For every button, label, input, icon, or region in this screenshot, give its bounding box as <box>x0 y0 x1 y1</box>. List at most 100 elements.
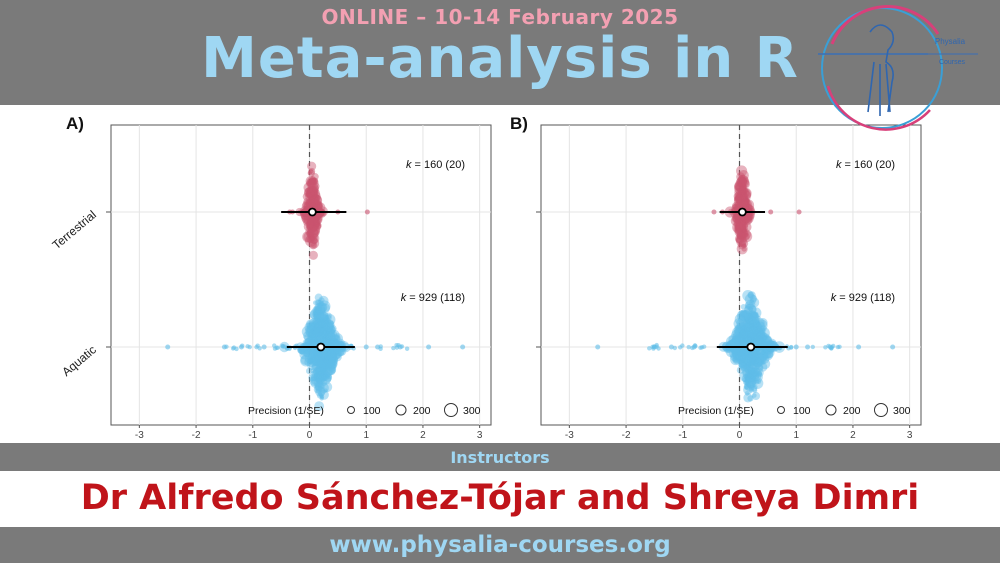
data-point <box>315 365 326 377</box>
data-point <box>305 221 311 226</box>
data-point <box>304 358 313 366</box>
data-point <box>735 192 747 204</box>
data-point <box>316 321 329 334</box>
data-point <box>745 299 756 310</box>
data-point <box>310 202 316 208</box>
data-point <box>322 333 334 345</box>
data-point <box>753 353 765 366</box>
data-point <box>313 316 325 329</box>
data-point <box>745 373 756 385</box>
data-point <box>325 352 338 365</box>
data-point <box>752 353 757 359</box>
data-point <box>318 351 327 361</box>
data-point <box>747 312 760 325</box>
data-point <box>738 182 745 189</box>
data-point <box>747 371 755 379</box>
data-point <box>326 353 338 365</box>
legend-size-marker <box>444 403 458 417</box>
data-point <box>325 354 330 360</box>
data-point <box>312 185 319 192</box>
data-point <box>741 354 751 365</box>
data-point <box>730 215 741 226</box>
data-point <box>752 320 761 330</box>
x-tick-label: 1 <box>363 430 369 441</box>
data-point <box>750 360 761 370</box>
data-point <box>747 310 758 320</box>
data-point <box>736 198 748 211</box>
instructors-label: Instructors <box>450 448 550 467</box>
data-point <box>737 351 743 357</box>
data-point <box>325 361 333 369</box>
data-point <box>311 326 321 336</box>
data-point <box>323 388 328 393</box>
x-tick-label: 3 <box>477 430 483 441</box>
data-point <box>749 312 756 319</box>
data-point <box>314 316 324 326</box>
data-point <box>742 369 753 380</box>
data-point <box>320 325 331 335</box>
data-point <box>303 334 309 340</box>
data-point <box>741 198 749 206</box>
data-point <box>308 214 320 226</box>
data-point <box>736 218 747 229</box>
data-point <box>756 352 764 360</box>
data-point <box>318 312 328 322</box>
data-point <box>736 366 745 374</box>
legend-title: Precision (1/SE) <box>248 405 324 417</box>
data-point <box>308 328 318 338</box>
data-point <box>744 336 751 343</box>
data-point <box>760 332 768 340</box>
data-point <box>315 326 326 337</box>
data-point <box>737 192 743 197</box>
orchard-plots-figure: A) k = 160 (20) Terrestrial k = 929 (118) Aq… <box>50 114 922 441</box>
data-point <box>736 165 748 177</box>
data-point <box>310 178 318 186</box>
data-point <box>312 218 317 223</box>
data-point <box>738 218 743 223</box>
data-point <box>326 355 335 365</box>
data-point <box>311 218 316 223</box>
logo-jellyfish <box>867 24 895 116</box>
data-point <box>742 348 750 357</box>
data-point <box>303 331 313 341</box>
data-point <box>328 331 335 338</box>
data-point <box>750 337 755 342</box>
data-point <box>736 230 746 239</box>
data-point <box>314 366 321 373</box>
data-point <box>744 188 749 193</box>
data-point <box>308 220 320 231</box>
data-point <box>310 202 316 208</box>
data-point <box>735 195 740 201</box>
data-point <box>318 373 324 380</box>
data-point <box>737 327 749 339</box>
data-point <box>322 317 332 326</box>
data-point <box>732 214 741 223</box>
data-point <box>739 370 752 383</box>
data-point <box>313 310 325 322</box>
tail-point <box>701 344 707 349</box>
data-point <box>319 365 327 373</box>
data-point <box>751 322 757 328</box>
data-point <box>311 177 318 184</box>
data-point <box>737 220 745 228</box>
data-point <box>732 349 744 361</box>
data-point <box>311 202 318 209</box>
data-point <box>327 359 338 370</box>
data-point <box>759 325 767 332</box>
data-point <box>320 310 327 317</box>
data-point <box>308 232 320 244</box>
data-point <box>752 393 757 398</box>
data-point <box>751 334 764 347</box>
tail-point <box>789 344 794 350</box>
data-point <box>324 317 331 324</box>
data-point <box>310 368 316 374</box>
website-url[interactable]: www.physalia-courses.org <box>329 532 671 558</box>
data-point <box>739 309 748 317</box>
panel-border <box>110 124 492 426</box>
data-point <box>317 328 325 336</box>
data-point <box>751 371 762 382</box>
data-point <box>313 359 319 364</box>
data-point <box>762 346 775 359</box>
data-point <box>322 358 330 365</box>
data-point <box>320 349 330 359</box>
